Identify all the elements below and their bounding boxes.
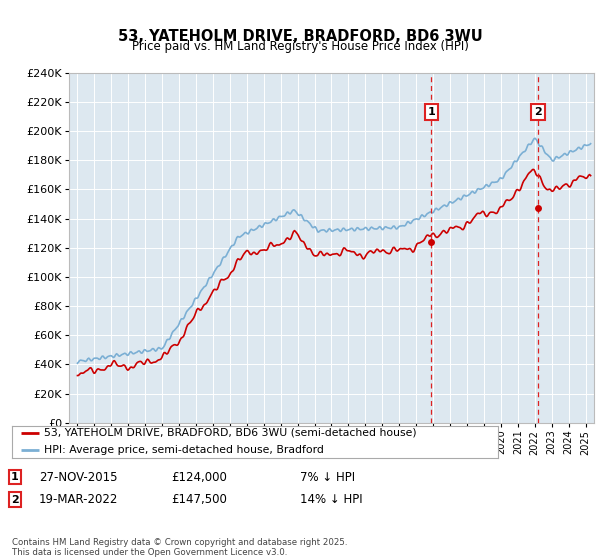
Text: 2: 2 <box>534 107 542 117</box>
Text: 19-MAR-2022: 19-MAR-2022 <box>39 493 118 506</box>
Text: Price paid vs. HM Land Registry's House Price Index (HPI): Price paid vs. HM Land Registry's House … <box>131 40 469 53</box>
Text: Contains HM Land Registry data © Crown copyright and database right 2025.
This d: Contains HM Land Registry data © Crown c… <box>12 538 347 557</box>
Text: 2: 2 <box>11 494 19 505</box>
Text: 27-NOV-2015: 27-NOV-2015 <box>39 470 118 484</box>
Text: 7% ↓ HPI: 7% ↓ HPI <box>300 470 355 484</box>
Text: HPI: Average price, semi-detached house, Bradford: HPI: Average price, semi-detached house,… <box>44 445 323 455</box>
Text: £124,000: £124,000 <box>171 470 227 484</box>
Text: 1: 1 <box>11 472 19 482</box>
Text: 53, YATEHOLM DRIVE, BRADFORD, BD6 3WU: 53, YATEHOLM DRIVE, BRADFORD, BD6 3WU <box>118 29 482 44</box>
Text: 53, YATEHOLM DRIVE, BRADFORD, BD6 3WU (semi-detached house): 53, YATEHOLM DRIVE, BRADFORD, BD6 3WU (s… <box>44 428 416 438</box>
Text: £147,500: £147,500 <box>171 493 227 506</box>
Text: 1: 1 <box>428 107 435 117</box>
Text: 14% ↓ HPI: 14% ↓ HPI <box>300 493 362 506</box>
